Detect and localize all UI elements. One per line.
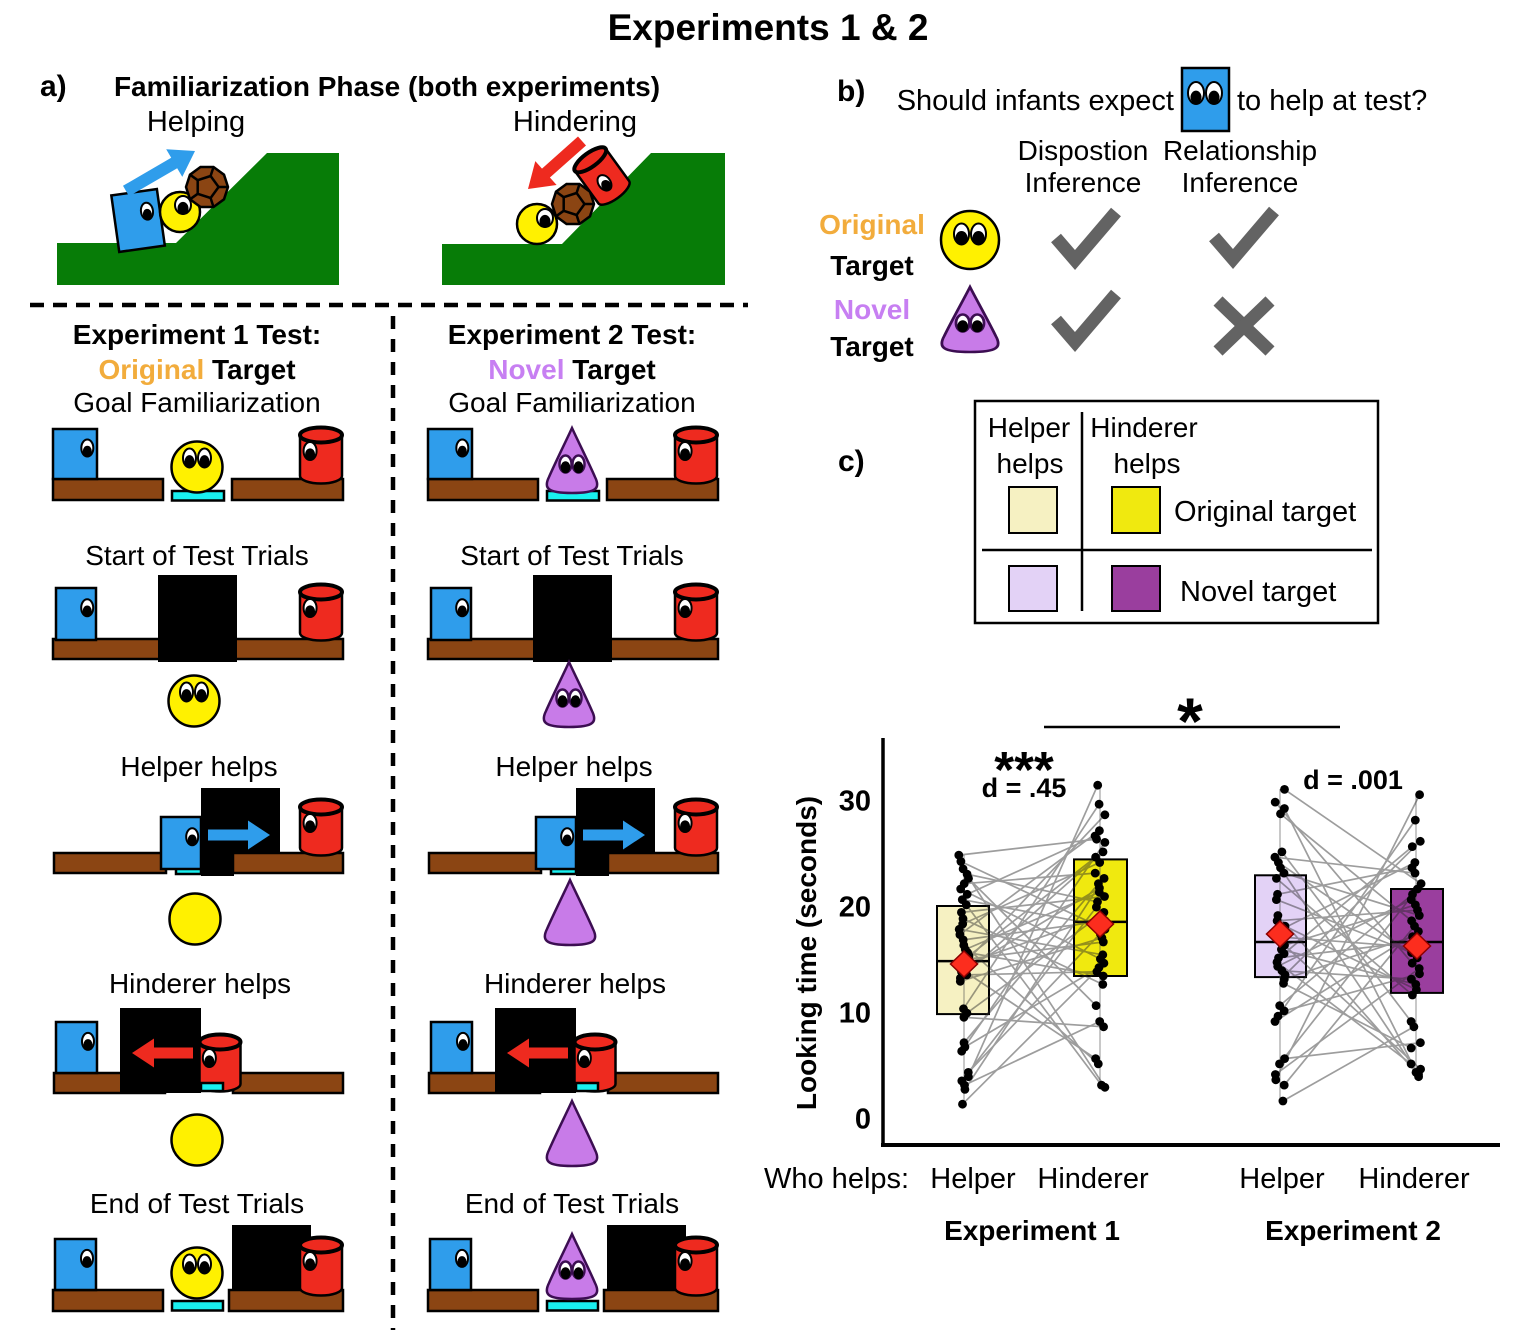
svg-text:Hindering: Hindering [513,106,637,138]
svg-text:Helper: Helper [1239,1163,1325,1195]
svg-text:***: *** [994,741,1054,798]
svg-text:Original Target: Original Target [98,354,295,385]
svg-text:Experiment 2: Experiment 2 [1265,1215,1441,1246]
svg-text:20: 20 [839,892,871,924]
svg-text:End of Test Trials: End of Test Trials [90,1188,304,1219]
svg-text:Target: Target [830,250,914,281]
svg-text:Should infants expect: Should infants expect [897,85,1174,117]
svg-text:0: 0 [855,1104,871,1136]
svg-text:Inference: Inference [1025,167,1142,198]
svg-text:Dispostion: Dispostion [1018,135,1149,166]
svg-text:Looking time (seconds): Looking time (seconds) [791,796,822,1110]
svg-text:helps: helps [997,448,1064,479]
svg-text:Hinderer helps: Hinderer helps [484,968,666,999]
svg-text:Novel Target: Novel Target [488,354,656,385]
svg-text:Novel: Novel [834,294,910,325]
svg-text:Helper: Helper [988,412,1070,443]
svg-text:Hinderer: Hinderer [1037,1163,1149,1195]
svg-text:d = .001: d = .001 [1303,765,1403,795]
svg-text:Helping: Helping [147,106,245,138]
svg-text:Start of Test Trials: Start of Test Trials [85,540,309,571]
svg-text:Experiment 2 Test:: Experiment 2 Test: [448,319,696,350]
svg-text:End of Test Trials: End of Test Trials [465,1188,679,1219]
svg-text:Who helps:: Who helps: [764,1163,909,1195]
svg-text:helps: helps [1114,448,1181,479]
svg-text:Relationship: Relationship [1163,135,1317,166]
svg-text:Novel target: Novel target [1180,576,1336,608]
svg-text:30: 30 [839,786,871,818]
svg-text:a): a) [40,70,67,103]
svg-text:Hinderer helps: Hinderer helps [109,968,291,999]
svg-text:Familiarization Phase (both ex: Familiarization Phase (both experiments) [114,71,660,102]
svg-text:Original target: Original target [1174,496,1356,528]
svg-text:*: * [1177,684,1203,758]
svg-text:Start of Test Trials: Start of Test Trials [460,540,684,571]
svg-text:Goal Familiarization: Goal Familiarization [448,387,695,418]
svg-text:b): b) [837,75,865,108]
svg-text:Goal Familiarization: Goal Familiarization [73,387,320,418]
svg-text:Inference: Inference [1182,167,1299,198]
svg-text:Experiment 1: Experiment 1 [944,1215,1120,1246]
svg-text:Helper helps: Helper helps [120,751,277,782]
svg-text:Helper: Helper [930,1163,1016,1195]
svg-text:Hinderer: Hinderer [1090,412,1197,443]
svg-text:to help at test?: to help at test? [1237,85,1427,117]
svg-text:Helper helps: Helper helps [495,751,652,782]
svg-text:Experiments 1 & 2: Experiments 1 & 2 [608,7,929,48]
svg-text:Target: Target [830,331,914,362]
svg-text:Original: Original [819,209,925,240]
svg-text:Hinderer: Hinderer [1358,1163,1470,1195]
svg-text:10: 10 [839,998,871,1030]
svg-text:c): c) [838,445,865,478]
svg-text:d = .45: d = .45 [982,773,1067,803]
svg-text:Experiment 1 Test:: Experiment 1 Test: [73,319,321,350]
